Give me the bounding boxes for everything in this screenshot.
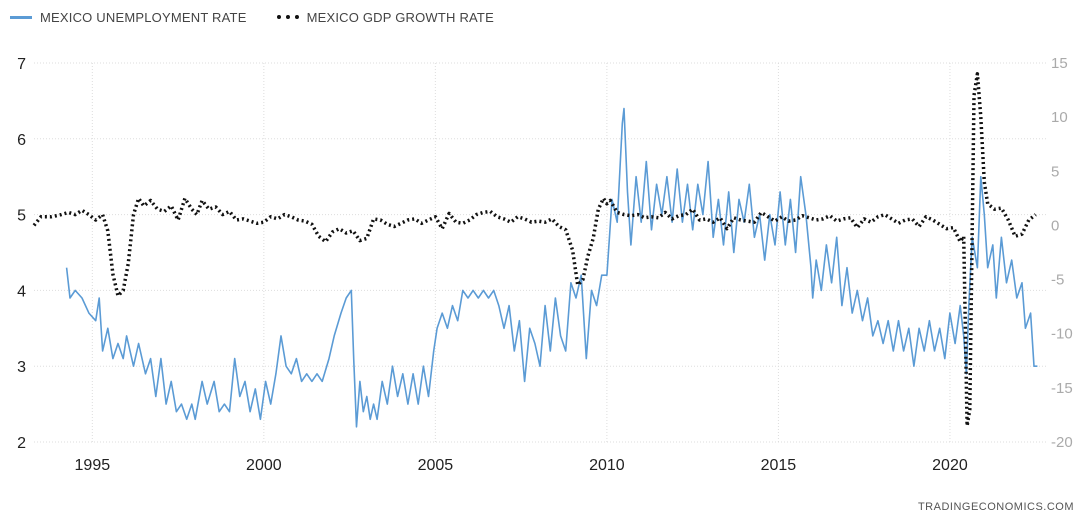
legend-item-gdp[interactable]: MEXICO GDP GROWTH RATE: [276, 9, 494, 25]
legend-label-unemployment: MEXICO UNEMPLOYMENT RATE: [40, 9, 247, 25]
legend-swatch-unemployment: [10, 15, 32, 19]
x-axis: 1995 2000 2005 2010 2015 2020: [75, 457, 968, 474]
y-left-tick-label: 3: [17, 359, 26, 376]
x-tick-label: 2005: [418, 457, 454, 474]
y-right-tick-label: 5: [1051, 163, 1059, 180]
x-tick-label: 2010: [589, 457, 625, 474]
y-left-tick-label: 7: [17, 56, 26, 73]
x-tick-label: 2000: [246, 457, 282, 474]
y-left-tick-label: 2: [17, 435, 26, 452]
series-group: [32, 72, 1038, 428]
y-left-tick-label: 5: [17, 208, 26, 225]
y-right-tick-label: -15: [1051, 380, 1073, 397]
legend: MEXICO UNEMPLOYMENT RATE MEXICO GDP GROW…: [10, 6, 494, 28]
y-axis-right: 15 10 5 0 -5 -10 -15 -20: [1051, 55, 1073, 451]
legend-label-gdp: MEXICO GDP GROWTH RATE: [306, 9, 494, 25]
series-line-gdp: [32, 72, 1037, 428]
x-tick-label: 1995: [75, 457, 111, 474]
source-credit[interactable]: TRADINGECONOMICS.COM: [917, 501, 1074, 513]
y-right-tick-label: 10: [1051, 109, 1068, 126]
y-left-tick-label: 4: [17, 283, 26, 300]
y-right-tick-label: 15: [1051, 55, 1068, 72]
y-right-tick-label: -5: [1051, 272, 1064, 289]
y-right-tick-label: 0: [1051, 217, 1059, 234]
y-axis-left: 2 3 4 5 6 7: [17, 56, 26, 452]
legend-item-unemployment[interactable]: MEXICO UNEMPLOYMENT RATE: [10, 10, 247, 25]
y-right-tick-label: -20: [1051, 434, 1073, 451]
x-tick-label: 2015: [761, 457, 797, 474]
y-right-tick-label: -10: [1051, 326, 1073, 343]
y-left-tick-label: 6: [17, 132, 26, 149]
legend-swatch-gdp: [276, 15, 299, 19]
series-line-unemployment: [65, 107, 1038, 428]
grid: [34, 62, 1046, 443]
x-tick-label: 2020: [932, 457, 968, 474]
